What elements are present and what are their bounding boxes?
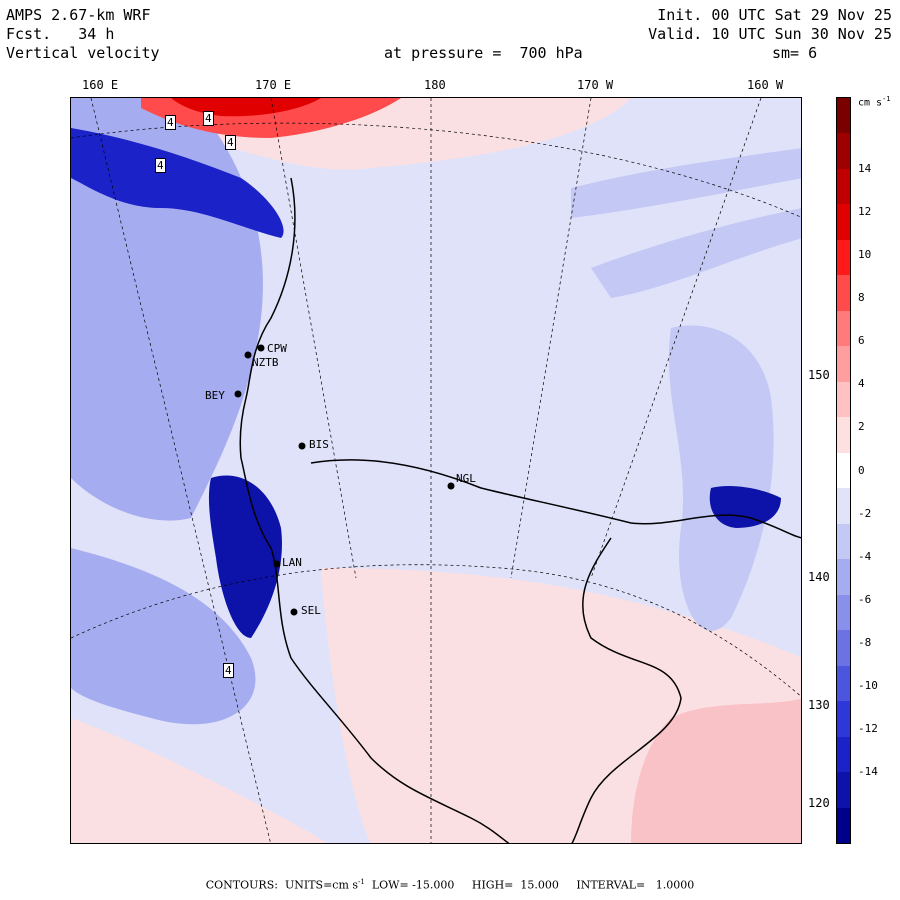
colorbar-swatch — [837, 452, 850, 489]
colorbar-tick-label: -4 — [858, 549, 872, 563]
colorbar-swatch — [837, 594, 850, 631]
station-label-nztb: NZTB — [252, 356, 279, 369]
contour-label: 4 — [223, 663, 234, 678]
dense-cell-east — [709, 486, 781, 528]
lon-label-180: 180 — [424, 78, 446, 92]
colorbar-tick-label: 14 — [858, 161, 872, 175]
colorbar-swatch — [837, 523, 850, 560]
lon-label-170e: 170 E — [255, 78, 292, 92]
colorbar-tick-label: 12 — [858, 205, 872, 219]
station-label-ngl: NGL — [456, 472, 476, 485]
lon-label-160e: 160 E — [82, 78, 119, 92]
parallel-circle-upper — [71, 122, 801, 218]
meridian-170e — [270, 98, 357, 579]
colorbar-tick-label: 6 — [858, 334, 865, 348]
colorbar-swatch — [837, 417, 850, 454]
colorbar-swatch — [837, 346, 850, 383]
station-marker-bis[interactable] — [298, 442, 306, 450]
colorbar-swatch — [837, 630, 850, 667]
colorbar-units: cm s-1 — [858, 95, 891, 109]
forecast-hour: Fcst. 34 h — [6, 25, 115, 43]
colorbar-tick-label: -2 — [858, 506, 872, 520]
colorbar — [836, 97, 851, 844]
contour-label: 4 — [155, 158, 166, 173]
negative-region-sw — [71, 548, 256, 725]
colorbar-swatch — [837, 204, 850, 241]
dense-cell-north — [71, 128, 284, 238]
contour-label: 4 — [225, 135, 236, 150]
negative-region-east — [668, 325, 774, 631]
parallel-circle — [71, 564, 801, 697]
station-marker-ngl[interactable] — [447, 482, 455, 490]
colorbar-swatch — [837, 381, 850, 418]
station-label-sel: SEL — [301, 604, 321, 617]
colorbar-tick-label: -10 — [858, 678, 878, 692]
colorbar-swatch — [837, 772, 850, 809]
colorbar-swatch — [837, 736, 850, 773]
colorbar-swatch — [837, 98, 850, 134]
valid-time: Valid. 10 UTC Sun 30 Nov 25 — [648, 25, 892, 43]
meridian-160e — [90, 98, 271, 843]
colorbar-swatch — [837, 665, 850, 702]
meridian-160w — [590, 98, 762, 579]
contour-label: 4 — [165, 115, 176, 130]
station-label-cpw: CPW — [267, 342, 287, 355]
lon-label-170w: 170 W — [577, 78, 614, 92]
colorbar-tick-label: 2 — [858, 420, 865, 434]
colorbar-swatch — [837, 559, 850, 596]
coastline-west — [239, 177, 510, 843]
colorbar-swatch — [837, 168, 850, 205]
station-marker-lan[interactable] — [273, 560, 281, 568]
colorbar-swatch — [837, 701, 850, 738]
station-marker-cpw[interactable] — [257, 344, 265, 352]
colorbar-swatch — [837, 275, 850, 312]
station-label-lan: LAN — [282, 556, 302, 569]
map-panel[interactable] — [70, 97, 802, 844]
colorbar-swatch — [837, 239, 850, 276]
field-name: Vertical velocity — [6, 44, 160, 62]
colorbar-swatch — [837, 310, 850, 347]
colorbar-tick-label: -8 — [858, 635, 872, 649]
init-time: Init. 00 UTC Sat 29 Nov 25 — [657, 6, 892, 24]
negative-streak-ne2 — [591, 208, 801, 298]
station-marker-bey[interactable] — [234, 390, 242, 398]
footer-contours: CONTOURS: UNITS=cm s-1 LOW= -15.000 HIGH… — [205, 878, 695, 892]
smoothing-value: sm= 6 — [772, 44, 818, 62]
colorbar-tick-label: -12 — [858, 721, 878, 735]
contour-label: 4 — [203, 111, 214, 126]
colorbar-tick-label: 4 — [858, 377, 865, 391]
coastline-east — [571, 537, 682, 843]
positive-region-east — [631, 698, 801, 843]
positive-region-sw — [71, 718, 328, 843]
ice-shelf-front — [310, 459, 801, 539]
colorbar-tick-label: 8 — [858, 291, 865, 305]
station-marker-nztb[interactable] — [244, 351, 252, 359]
negative-streak-ne — [571, 148, 801, 218]
colorbar-tick-label: -14 — [858, 765, 878, 779]
colorbar-swatch — [837, 807, 850, 844]
colorbar-tick-label: -6 — [858, 592, 872, 606]
station-marker-sel[interactable] — [290, 608, 298, 616]
station-label-bey: BEY — [205, 389, 225, 402]
model-title: AMPS 2.67-km WRF — [6, 6, 151, 24]
lon-label-160w: 160 W — [747, 78, 784, 92]
colorbar-tick-label: 0 — [858, 463, 865, 477]
colorbar-swatch — [837, 488, 850, 525]
meridian-170w — [510, 98, 592, 579]
colorbar-tick-label: 10 — [858, 248, 872, 262]
station-label-bis: BIS — [309, 438, 329, 451]
colorbar-swatch — [837, 133, 850, 170]
vertical-velocity-map — [71, 98, 801, 843]
dense-cell-coast — [208, 475, 282, 638]
pressure-level: at pressure = 700 hPa — [384, 44, 583, 62]
